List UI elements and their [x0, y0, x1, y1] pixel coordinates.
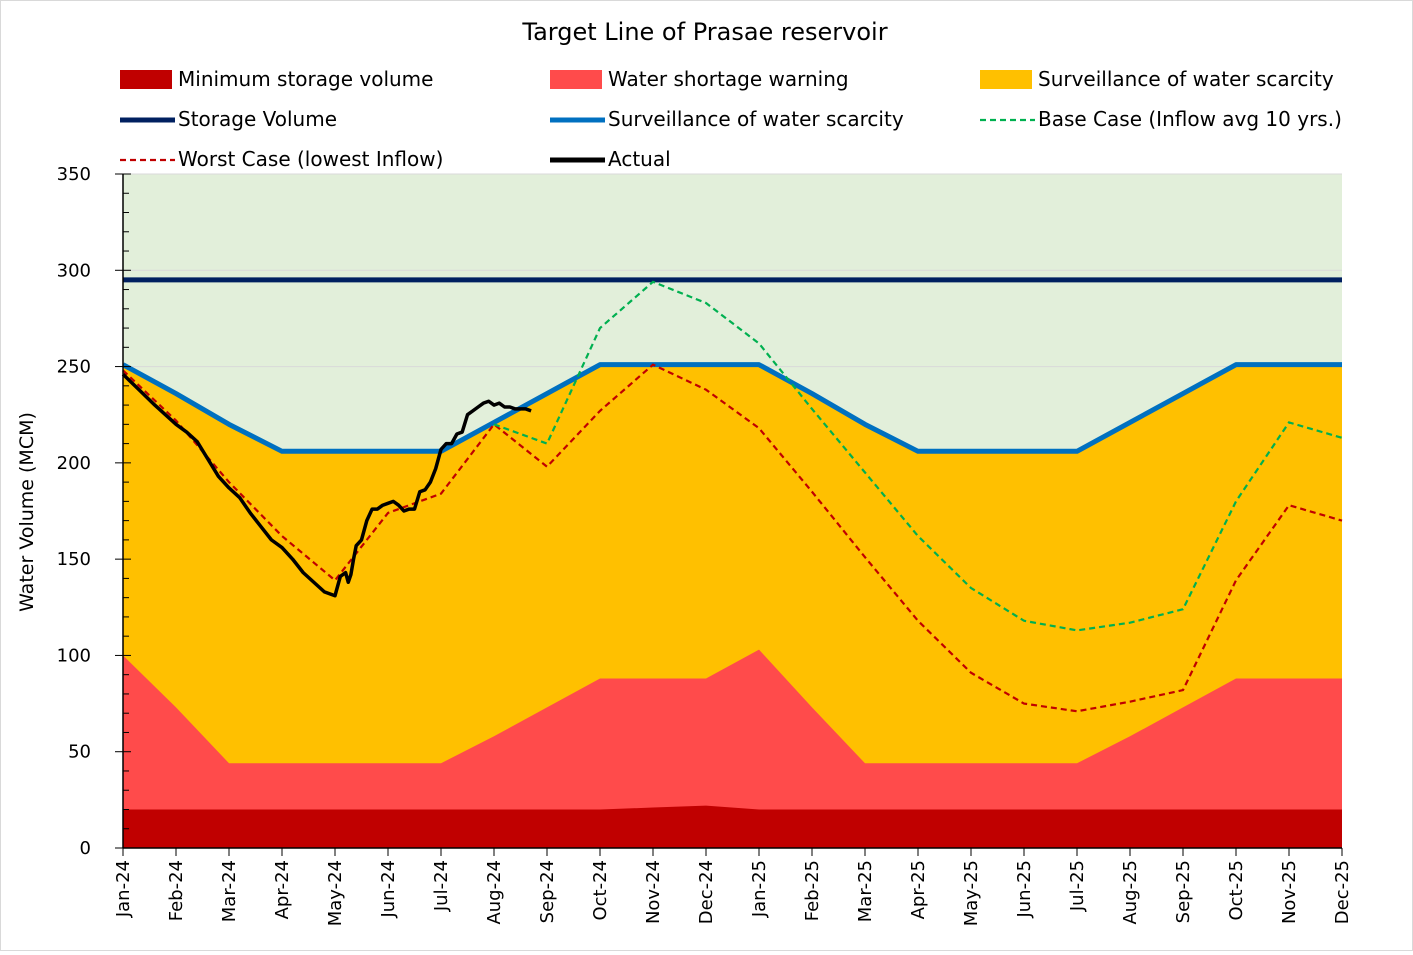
x-tick-label: Jan-24 — [113, 860, 134, 918]
x-tick-label: May-24 — [325, 860, 346, 926]
surveillance-line — [121, 362, 1342, 454]
x-tick-label: Feb-24 — [166, 860, 187, 921]
x-tick-label: Jun-24 — [378, 860, 399, 919]
minimum-storage-area — [123, 805, 1342, 848]
y-tick-label: 100 — [57, 645, 91, 666]
legend-swatch — [550, 70, 602, 89]
y-tick-label: 50 — [68, 742, 91, 763]
legend-label: Surveillance of water scarcity — [1038, 67, 1334, 91]
y-tick-label: 200 — [57, 453, 91, 474]
legend-label: Worst Case (lowest Inflow) — [178, 147, 443, 171]
legend-item: Surveillance of water scarcity — [980, 67, 1334, 91]
legend: Minimum storage volume Water shortage war… — [120, 67, 1342, 171]
x-tick-label: Dec-24 — [696, 860, 717, 924]
y-axis-label: Water Volume (MCM) — [16, 412, 38, 612]
x-tick-label: Oct-24 — [590, 860, 611, 921]
actual-line — [121, 373, 532, 598]
chart-title: Target Line of Prasae reservoir — [521, 18, 887, 46]
legend-label: Water shortage warning — [608, 67, 849, 91]
y-tick-label: 250 — [57, 357, 91, 378]
x-tick-label: Nov-25 — [1279, 860, 1300, 924]
x-tick-label: Oct-25 — [1226, 860, 1247, 921]
legend-item: Storage Volume — [120, 107, 337, 131]
x-tick-label: Jun-25 — [1014, 860, 1035, 919]
legend-item: Minimum storage volume — [120, 67, 433, 91]
legend-swatch — [980, 70, 1032, 89]
legend-label: Actual — [608, 147, 671, 171]
legend-label: Base Case (Inflow avg 10 yrs.) — [1038, 107, 1342, 131]
legend-item: Worst Case (lowest Inflow) — [120, 147, 443, 171]
y-tick-label: 300 — [57, 260, 91, 281]
base-case-line — [493, 280, 1343, 632]
water-shortage-area — [123, 649, 1342, 848]
x-tick-label: Feb-25 — [802, 860, 823, 921]
x-tick-label: Apr-25 — [908, 860, 929, 919]
x-tick-label: Sep-25 — [1173, 860, 1194, 923]
legend-item: Base Case (Inflow avg 10 yrs.) — [980, 107, 1342, 131]
x-tick-label: Aug-25 — [1120, 860, 1141, 925]
y-tick-label: 350 — [57, 164, 91, 185]
x-tick-label: Jul-25 — [1067, 860, 1088, 912]
x-tick-label: Aug-24 — [484, 860, 505, 925]
worst-case-line — [122, 363, 1343, 713]
x-tick-label: Jan-25 — [749, 860, 770, 918]
x-tick-label: Dec-25 — [1332, 860, 1353, 924]
legend-swatch — [120, 70, 172, 89]
x-tick-label: Apr-24 — [272, 860, 293, 919]
x-tick-label: Nov-24 — [643, 860, 664, 924]
x-tick-label: Mar-25 — [855, 860, 876, 922]
legend-item: Surveillance of water scarcity — [550, 107, 904, 131]
plot-area: 0 50 100 150 200 250 300 350 Jan-24 Feb-24 Mar-24 A… — [57, 164, 1353, 926]
legend-label: Storage Volume — [178, 107, 337, 131]
legend-item: Water shortage warning — [550, 67, 849, 91]
legend-item: Actual — [550, 147, 671, 171]
legend-label: Surveillance of water scarcity — [608, 107, 904, 131]
x-tick-label: May-25 — [961, 860, 982, 926]
y-tick-label: 150 — [57, 549, 91, 570]
x-tick-label: Jul-24 — [431, 860, 452, 912]
y-tick-label: 0 — [80, 838, 91, 859]
x-tick-label: Sep-24 — [537, 860, 558, 923]
x-tick-label: Mar-24 — [219, 860, 240, 922]
legend-label: Minimum storage volume — [178, 67, 433, 91]
